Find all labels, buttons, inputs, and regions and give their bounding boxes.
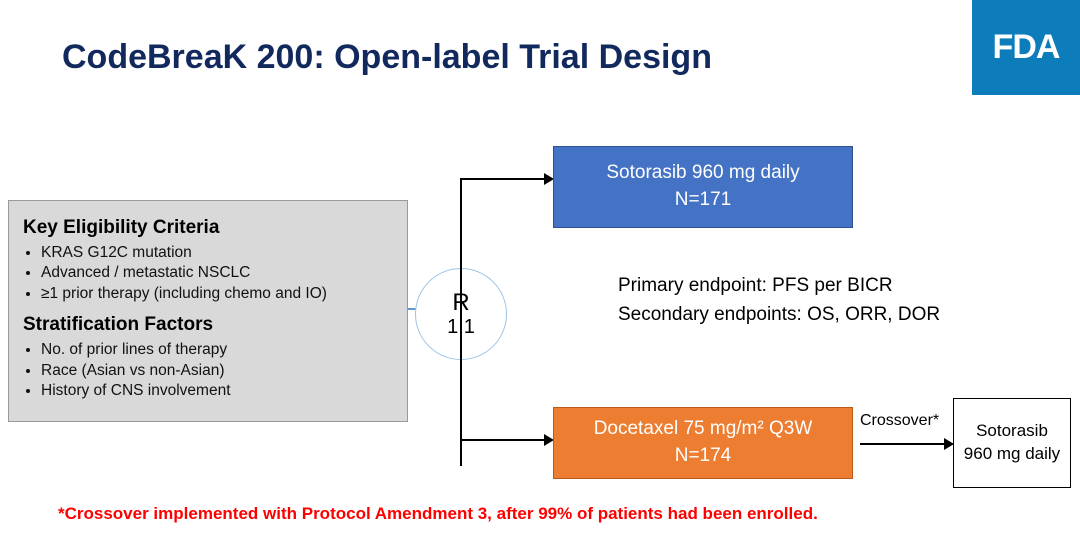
stratification-list: No. of prior lines of therapy Race (Asia… [23, 340, 393, 401]
control-arm-box: Docetaxel 75 mg/m² Q3W N=174 [553, 407, 853, 479]
stratification-item-2: History of CNS involvement [41, 381, 393, 401]
secondary-endpoint-text: Secondary endpoints: OS, ORR, DOR [618, 301, 940, 330]
primary-endpoint-text: Primary endpoint: PFS per BICR [618, 272, 940, 301]
footnote-text: *Crossover implemented with Protocol Ame… [58, 504, 818, 524]
eligibility-item-2: ≥1 prior therapy (including chemo and IO… [41, 284, 393, 304]
eligibility-criteria-box: Key Eligibility Criteria KRAS G12C mutat… [8, 200, 408, 422]
stratification-section-title: Stratification Factors [23, 314, 393, 336]
eligibility-item-1: Advanced / metastatic NSCLC [41, 263, 393, 283]
eligibility-item-0: KRAS G12C mutation [41, 243, 393, 263]
crossover-label: Crossover* [860, 412, 939, 430]
crossover-result-text: Sotorasib 960 mg daily [964, 420, 1060, 466]
control-arm-text: Docetaxel 75 mg/m² Q3W N=174 [594, 416, 813, 469]
crossover-result-box: Sotorasib 960 mg daily [953, 398, 1071, 488]
randomization-trunk-line [460, 178, 462, 466]
page-title: CodeBreaK 200: Open-label Trial Design [62, 38, 712, 77]
fda-logo: FDA [972, 0, 1080, 95]
eligibility-section-title: Key Eligibility Criteria [23, 217, 393, 239]
eligibility-list: KRAS G12C mutation Advanced / metastatic… [23, 243, 393, 304]
crossover-arrow [860, 443, 952, 445]
experimental-arm-box: Sotorasib 960 mg daily N=171 [553, 146, 853, 228]
endpoints-text: Primary endpoint: PFS per BICR Secondary… [618, 272, 940, 329]
stratification-item-1: Race (Asian vs non-Asian) [41, 361, 393, 381]
stratification-item-0: No. of prior lines of therapy [41, 340, 393, 360]
arrow-to-docetaxel-arm [460, 439, 552, 441]
experimental-arm-text: Sotorasib 960 mg daily N=171 [606, 160, 799, 213]
arrow-to-sotorasib-arm [460, 178, 552, 180]
